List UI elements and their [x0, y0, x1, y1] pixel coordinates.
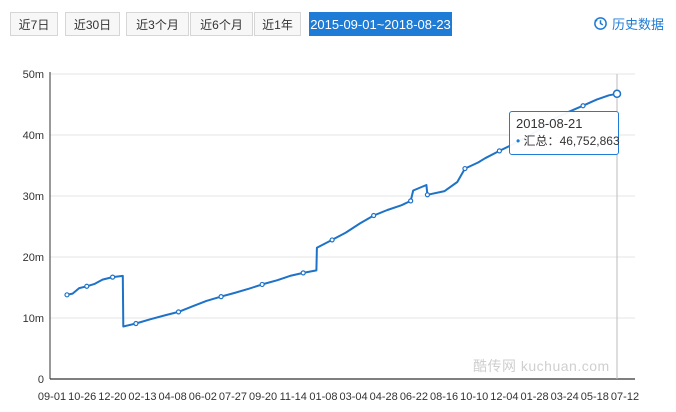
tab-30-days[interactable]: 近30日	[65, 12, 120, 36]
data-point-marker	[175, 309, 182, 315]
x-tick-label: 07-27	[219, 391, 247, 403]
tab-3-months[interactable]: 近3个月	[126, 12, 189, 36]
x-tick-label: 05-18	[581, 391, 609, 403]
watermark: 酷传网 kuchuan.com	[473, 358, 610, 374]
x-tick-label: 08-16	[430, 391, 458, 403]
y-tick-label: 50m	[23, 69, 44, 81]
y-tick-label: 0	[38, 374, 44, 386]
hover-point[interactable]	[612, 89, 622, 99]
tooltip-date: 2018-08-21	[516, 116, 583, 131]
data-point-marker	[64, 292, 70, 298]
data-point-marker	[408, 198, 414, 204]
x-tick-label: 04-28	[370, 391, 398, 403]
tab-6-months[interactable]: 近6个月	[190, 12, 253, 36]
x-tick-label: 10-26	[68, 391, 96, 403]
y-tick-label: 40m	[23, 130, 44, 142]
data-point-marker	[218, 294, 224, 300]
y-tick-label: 30m	[23, 191, 44, 203]
x-tick-label: 04-08	[159, 391, 187, 403]
x-tick-label: 02-13	[128, 391, 156, 403]
x-tick-label: 12-20	[98, 391, 126, 403]
x-tick-label: 07-12	[611, 391, 639, 403]
history-data-label: 历史数据	[611, 17, 664, 32]
y-tick-label: 10m	[23, 313, 44, 325]
x-tick-label: 09-01	[38, 391, 66, 403]
chart-tooltip: 2018-08-21 • 汇总：46,752,863	[509, 111, 620, 155]
toolbar: 近7日 近30日 近3个月 近6个月 近1年 2015-09-01~2018-0…	[0, 0, 676, 40]
x-tick-label: 12-04	[490, 391, 518, 403]
history-data-link[interactable]: 历史数据	[593, 14, 664, 33]
y-tick-label: 20m	[23, 252, 44, 264]
x-tick-label: 11-14	[280, 391, 307, 403]
data-point-marker	[371, 212, 377, 219]
tab-7-days[interactable]: 近7日	[10, 12, 58, 36]
series-dot-icon: •	[516, 134, 521, 148]
x-tick-label: 01-28	[520, 391, 548, 403]
x-tick-label: 09-20	[249, 391, 277, 403]
data-point-marker	[462, 165, 468, 172]
data-point-marker	[84, 283, 90, 289]
clock-refresh-icon	[593, 16, 608, 31]
data-point-marker	[424, 192, 431, 198]
tooltip-series-label: 汇总：	[523, 134, 560, 148]
tab-custom-range[interactable]: 2015-09-01~2018-08-23	[309, 12, 452, 36]
data-point-marker	[496, 148, 502, 154]
data-point-marker	[329, 237, 335, 243]
tab-1-year[interactable]: 近1年	[254, 12, 301, 36]
data-point-marker	[580, 103, 586, 109]
x-tick-label: 10-10	[460, 391, 488, 403]
data-point-marker	[110, 274, 116, 280]
axes: 0 10m 20m 30m 40m 50m 09-01 10-26 12-20 02-13 04-0…	[23, 69, 639, 403]
data-point-marker	[133, 320, 139, 327]
x-tick-label: 03-04	[340, 391, 368, 403]
data-point-marker	[300, 270, 306, 276]
x-tick-label: 03-24	[551, 391, 579, 403]
tooltip-value: 46,752,863	[559, 134, 620, 148]
x-tick-label: 01-08	[309, 391, 337, 403]
data-point-marker	[259, 281, 265, 288]
x-tick-label: 06-02	[189, 391, 217, 403]
x-tick-label: 06-22	[400, 391, 428, 403]
